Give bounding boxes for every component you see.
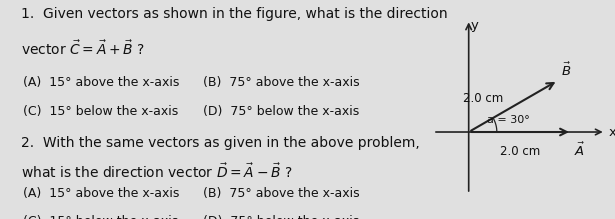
Text: (B)  75° above the x-axis: (B) 75° above the x-axis bbox=[203, 187, 359, 200]
Text: (D)  75° below the x-axis: (D) 75° below the x-axis bbox=[203, 215, 359, 219]
Text: (D)  75° below the x-axis: (D) 75° below the x-axis bbox=[203, 105, 359, 118]
Text: y: y bbox=[470, 19, 478, 32]
Text: what is the direction vector $\vec{D} = \vec{A} - \vec{B}$ ?: what is the direction vector $\vec{D} = … bbox=[21, 162, 293, 181]
Text: (A)  15° above the x-axis: (A) 15° above the x-axis bbox=[23, 76, 180, 88]
Text: (A)  15° above the x-axis: (A) 15° above the x-axis bbox=[23, 187, 180, 200]
Text: (B)  75° above the x-axis: (B) 75° above the x-axis bbox=[203, 76, 359, 88]
Text: 2.0 cm: 2.0 cm bbox=[463, 92, 503, 105]
Text: x: x bbox=[608, 125, 615, 138]
Text: (C)  15° below the x-axis: (C) 15° below the x-axis bbox=[23, 215, 178, 219]
Text: $\vec{B}$: $\vec{B}$ bbox=[561, 61, 571, 79]
Text: 2.  With the same vectors as given in the above problem,: 2. With the same vectors as given in the… bbox=[21, 136, 420, 150]
Text: 2.0 cm: 2.0 cm bbox=[500, 145, 541, 158]
Text: 1.  Given vectors as shown in the figure, what is the direction: 1. Given vectors as shown in the figure,… bbox=[21, 7, 448, 21]
Text: $\vec{A}$: $\vec{A}$ bbox=[574, 141, 585, 159]
Text: vector $\vec{C} = \vec{A} + \vec{B}$ ?: vector $\vec{C} = \vec{A} + \vec{B}$ ? bbox=[21, 39, 145, 58]
Text: (C)  15° below the x-axis: (C) 15° below the x-axis bbox=[23, 105, 178, 118]
Text: a = 30°: a = 30° bbox=[488, 115, 530, 125]
